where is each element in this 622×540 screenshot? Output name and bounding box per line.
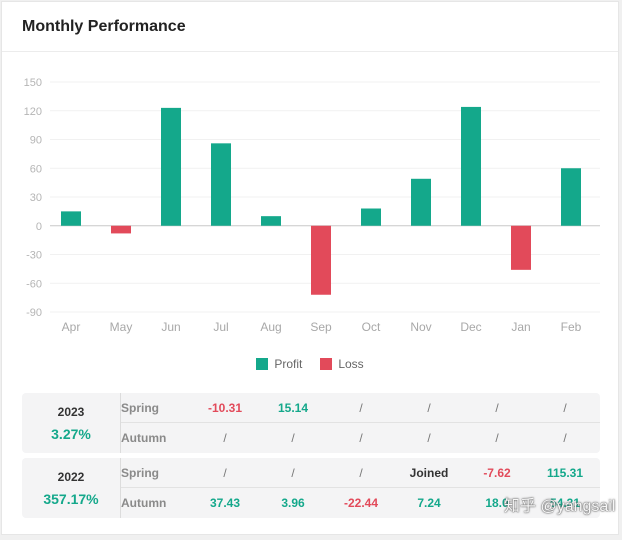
y-tick-label: -90 [26, 307, 42, 319]
x-tick-label: Jan [511, 320, 530, 334]
season-name: Spring [121, 400, 159, 415]
season-cell: 3.96 [281, 495, 305, 510]
y-tick-label: 150 [24, 77, 42, 89]
season-cell: / [223, 465, 227, 480]
bar-chart: 150 120 90 60 30 0 -30 -60 -90 Apr May Jun Jul Aug Sep… [24, 77, 600, 334]
y-tick-label: -60 [26, 278, 42, 290]
card-title: Monthly Performance [22, 17, 186, 35]
x-tick-label: May [110, 320, 133, 334]
season-cell: / [563, 430, 567, 445]
season-cell: / [495, 400, 499, 415]
legend-item-loss[interactable]: Loss [320, 357, 364, 371]
x-tick-label: Apr [62, 320, 81, 334]
y-tick-label: 90 [30, 135, 42, 147]
card-header: Monthly Performance [2, 2, 618, 52]
y-tick-label: 120 [24, 106, 42, 118]
season-cell: Joined [409, 465, 449, 480]
legend-swatch-profit [256, 358, 269, 370]
year-label: 2023 3.27% [22, 393, 121, 453]
x-tick-label: Feb [561, 320, 582, 334]
legend-item-profit[interactable]: Profit [256, 357, 302, 371]
bar-aug[interactable] [261, 216, 281, 226]
bar-may[interactable] [111, 225, 131, 234]
x-tick-label: Jun [161, 320, 180, 334]
season-row: Spring / / / Joined -7.62 115.31 [121, 458, 600, 488]
season-cell: / [495, 430, 499, 445]
year-name: 2022 [57, 470, 85, 484]
y-tick-label: -30 [26, 250, 42, 262]
year-total-return: 357.17% [43, 491, 99, 507]
bar-nov[interactable] [411, 178, 431, 226]
season-cell: -7.62 [483, 465, 511, 480]
season-cell: -10.31 [207, 400, 243, 415]
y-tick-label: 60 [30, 163, 42, 175]
season-cell: / [223, 430, 227, 445]
bar-dec[interactable] [461, 106, 481, 226]
x-tick-label: Sep [310, 320, 332, 334]
season-cell: / [291, 465, 295, 480]
watermark: 知乎 @yangsail [504, 498, 616, 515]
x-tick-label: Nov [410, 320, 431, 334]
bar-jan[interactable] [511, 225, 531, 270]
bar-jun[interactable] [161, 107, 181, 226]
bar-jul[interactable] [211, 143, 231, 226]
year-total-return: 3.27% [51, 426, 91, 442]
season-name: Autumn [121, 430, 167, 445]
chart-legend: Profit Loss [2, 357, 618, 371]
y-tick-label: 30 [30, 192, 42, 204]
season-row: Autumn 37.43 3.96 -22.44 7.24 18.0 54.31 [121, 488, 600, 517]
season-cell: -22.44 [343, 495, 379, 510]
x-tick-label: Dec [460, 320, 481, 334]
season-cell: 115.31 [546, 465, 584, 480]
season-row: Autumn / / / / / / [121, 423, 600, 452]
season-cell: / [563, 400, 567, 415]
year-block-2023: 2023 3.27% Spring -10.31 15.14 / / / / Autumn / / / /… [22, 393, 600, 453]
x-tick-label: Oct [362, 320, 381, 334]
season-cell: 18.0 [485, 495, 509, 510]
season-cell: 7.24 [417, 495, 441, 510]
year-label: 2022 357.17% [22, 458, 121, 518]
year-name: 2023 [57, 405, 85, 419]
season-cell: / [291, 430, 295, 445]
y-tick-label: 0 [36, 221, 42, 233]
season-cell: 37.43 [209, 495, 241, 510]
season-name: Autumn [121, 495, 167, 510]
year-block-2022: 2022 357.17% Spring / / / Joined -7.62 115.31 Aut… [22, 458, 600, 518]
season-cell: 54.31 [549, 495, 581, 510]
legend-swatch-loss [320, 358, 333, 370]
season-name: Spring [121, 465, 159, 480]
bar-feb[interactable] [561, 168, 581, 226]
season-cell: / [359, 465, 363, 480]
bar-sep[interactable] [311, 225, 331, 295]
legend-label-profit: Profit [274, 357, 303, 371]
legend-label-loss: Loss [338, 357, 364, 371]
x-tick-label: Jul [213, 320, 228, 334]
season-cell: 15.14 [277, 400, 309, 415]
bar-apr[interactable] [61, 211, 81, 226]
bar-oct[interactable] [361, 208, 381, 226]
season-cell: / [427, 400, 431, 415]
season-cell: / [359, 430, 363, 445]
season-row: Spring -10.31 15.14 / / / / [121, 393, 600, 423]
season-cell: / [359, 400, 363, 415]
season-cell: / [427, 430, 431, 445]
x-tick-label: Aug [260, 320, 281, 334]
